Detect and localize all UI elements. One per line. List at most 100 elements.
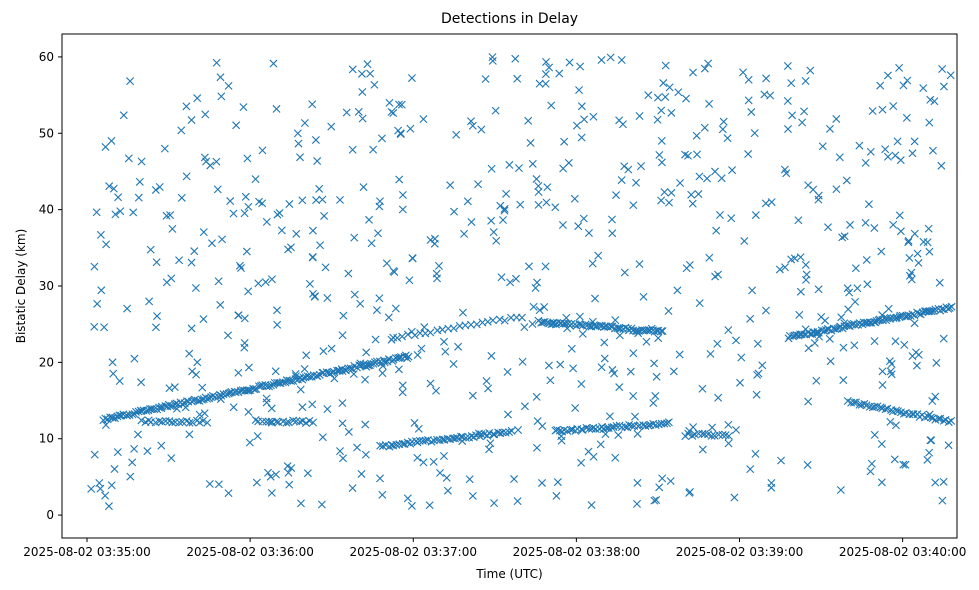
data-point xyxy=(655,150,664,159)
data-point xyxy=(267,417,276,426)
data-point xyxy=(704,59,713,68)
data-point xyxy=(407,327,416,336)
data-point xyxy=(195,410,204,419)
data-point xyxy=(177,126,186,135)
data-point xyxy=(524,262,533,271)
data-point xyxy=(903,76,912,85)
data-point xyxy=(370,80,379,89)
data-point xyxy=(925,448,934,457)
data-point xyxy=(240,343,249,352)
data-point xyxy=(395,175,404,184)
data-point xyxy=(591,294,600,303)
data-point xyxy=(843,284,852,293)
data-point xyxy=(600,354,609,363)
data-point xyxy=(870,430,879,439)
data-point xyxy=(191,284,200,292)
data-point xyxy=(128,410,137,419)
data-point xyxy=(213,185,222,194)
data-point xyxy=(577,133,586,142)
data-point xyxy=(285,200,294,209)
chart-title: Detections in Delay xyxy=(441,11,578,27)
data-point xyxy=(719,117,728,126)
data-point xyxy=(378,369,387,378)
data-point xyxy=(516,200,525,209)
data-point xyxy=(487,216,496,225)
x-tick-label: 2025-08-02 03:39:00 xyxy=(676,545,803,559)
data-point xyxy=(723,134,732,143)
data-point xyxy=(777,456,786,465)
data-point xyxy=(644,91,653,100)
data-point xyxy=(891,337,900,346)
data-point xyxy=(157,441,166,450)
data-point xyxy=(511,274,520,283)
data-point xyxy=(783,61,792,70)
data-point xyxy=(133,430,142,439)
data-point xyxy=(374,229,382,238)
data-point xyxy=(336,447,345,456)
data-point xyxy=(682,94,690,103)
data-point xyxy=(926,436,935,445)
data-point xyxy=(490,499,499,508)
data-point xyxy=(440,337,448,346)
data-point xyxy=(474,180,483,189)
data-point xyxy=(231,388,240,397)
data-point xyxy=(251,416,260,424)
data-point xyxy=(232,121,241,130)
data-point xyxy=(703,174,712,183)
data-point xyxy=(410,418,419,427)
data-point xyxy=(620,268,629,277)
data-point xyxy=(465,475,474,484)
data-point xyxy=(639,292,648,301)
data-point xyxy=(567,344,576,353)
data-point xyxy=(946,71,955,80)
data-point xyxy=(748,286,757,295)
data-point xyxy=(284,418,293,427)
data-point xyxy=(809,185,818,194)
data-points xyxy=(87,53,956,511)
data-point xyxy=(563,324,572,333)
data-point xyxy=(175,256,184,265)
data-point xyxy=(130,354,139,363)
data-point xyxy=(630,412,639,421)
data-point xyxy=(669,367,678,376)
data-point xyxy=(487,164,496,173)
data-point xyxy=(910,319,919,328)
data-point xyxy=(199,228,208,237)
data-point xyxy=(90,322,99,331)
data-point xyxy=(513,74,522,83)
data-point xyxy=(468,391,477,400)
data-point xyxy=(460,229,469,238)
data-point xyxy=(877,478,886,487)
data-point xyxy=(934,414,943,423)
data-point xyxy=(278,378,287,387)
data-point xyxy=(551,203,560,212)
data-point xyxy=(282,418,291,427)
data-point xyxy=(611,453,620,462)
data-point xyxy=(814,285,823,294)
data-point xyxy=(825,124,834,133)
data-point xyxy=(712,226,721,235)
data-point xyxy=(649,399,658,408)
data-point xyxy=(394,354,403,363)
data-point xyxy=(414,424,423,433)
data-point xyxy=(474,429,483,438)
data-point xyxy=(913,249,922,258)
data-point xyxy=(92,208,101,217)
data-point xyxy=(644,421,653,430)
data-point xyxy=(584,229,593,238)
data-point xyxy=(514,164,523,173)
data-point xyxy=(506,278,515,287)
data-point xyxy=(378,442,387,451)
data-point xyxy=(430,239,439,248)
data-point xyxy=(500,316,509,325)
data-point xyxy=(615,383,624,392)
data-point xyxy=(199,315,208,324)
data-point xyxy=(558,220,567,229)
data-point xyxy=(305,372,314,381)
data-point xyxy=(361,375,370,384)
data-point xyxy=(606,53,615,62)
data-point xyxy=(660,188,669,197)
data-point xyxy=(947,416,956,425)
data-point xyxy=(126,77,135,86)
data-point xyxy=(910,229,919,238)
